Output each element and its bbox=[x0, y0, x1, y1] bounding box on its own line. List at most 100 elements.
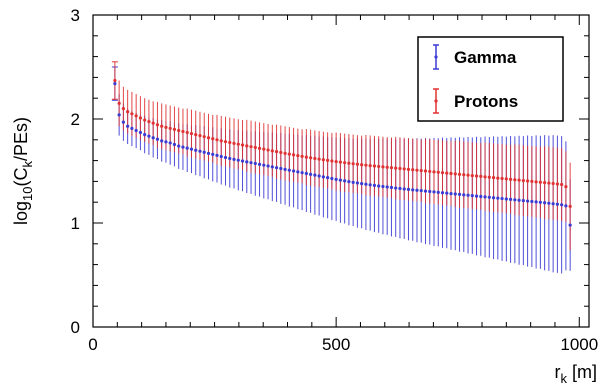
gamma-point bbox=[411, 188, 415, 192]
gamma-point bbox=[483, 195, 487, 199]
protons-point bbox=[257, 146, 262, 150]
protons-point bbox=[304, 155, 308, 159]
gamma-point bbox=[513, 198, 517, 202]
protons-point bbox=[291, 153, 296, 157]
gamma-point bbox=[568, 223, 572, 227]
protons-point bbox=[338, 160, 342, 164]
gamma-point bbox=[262, 163, 266, 167]
protons-point bbox=[343, 161, 347, 165]
gamma-point bbox=[330, 176, 334, 181]
gamma-point bbox=[347, 180, 351, 184]
gamma-point bbox=[551, 202, 555, 206]
protons-point bbox=[521, 178, 525, 183]
protons-point bbox=[253, 145, 257, 150]
protons-point bbox=[202, 135, 206, 139]
gamma-point bbox=[198, 149, 202, 153]
protons-point bbox=[270, 149, 274, 153]
gamma-point bbox=[215, 153, 219, 157]
protons-point bbox=[351, 162, 355, 166]
gamma-point bbox=[491, 196, 496, 200]
protons-point bbox=[155, 123, 160, 127]
protons-point bbox=[185, 130, 189, 135]
gamma-point bbox=[326, 176, 330, 180]
protons-point bbox=[228, 140, 232, 145]
gamma-point bbox=[436, 190, 440, 194]
legend-protons-marker bbox=[433, 88, 439, 114]
y-tick-label: 0 bbox=[71, 318, 80, 337]
gamma-point bbox=[560, 203, 564, 207]
gamma-point bbox=[257, 162, 262, 166]
gamma-point bbox=[206, 151, 211, 155]
legend: Gamma Protons bbox=[417, 36, 564, 122]
gamma-point bbox=[147, 134, 151, 138]
protons-point bbox=[232, 141, 236, 145]
gamma-point bbox=[249, 161, 253, 165]
gamma-point bbox=[389, 185, 394, 190]
protons-point bbox=[121, 107, 125, 111]
protons-point bbox=[385, 165, 389, 169]
gamma-point bbox=[466, 193, 470, 197]
protons-point bbox=[368, 163, 372, 168]
gamma-point bbox=[504, 197, 508, 201]
protons-point bbox=[538, 180, 542, 184]
protons-point bbox=[147, 120, 151, 124]
gamma-point bbox=[360, 181, 364, 186]
axis-ticks-layer bbox=[92, 14, 589, 328]
protons-point bbox=[449, 171, 453, 176]
gamma-point bbox=[117, 113, 121, 117]
y-tick-label: 1 bbox=[71, 214, 80, 233]
gamma-point bbox=[500, 196, 504, 201]
protons-point bbox=[321, 158, 325, 162]
legend-label-gamma: Gamma bbox=[454, 48, 517, 67]
protons-point bbox=[402, 167, 406, 171]
gamma-point bbox=[406, 187, 411, 192]
protons-point bbox=[113, 78, 117, 83]
gamma-point bbox=[526, 199, 530, 203]
gamma-point bbox=[113, 82, 117, 86]
protons-point bbox=[508, 177, 513, 181]
gamma-point bbox=[253, 161, 257, 166]
legend-gamma-marker bbox=[433, 44, 439, 70]
gamma-point bbox=[496, 196, 500, 200]
protons-point bbox=[436, 170, 440, 174]
gamma-point bbox=[538, 200, 542, 204]
protons-point bbox=[547, 181, 551, 185]
gamma-point bbox=[202, 150, 206, 154]
protons-point bbox=[462, 173, 466, 177]
gamma-point bbox=[172, 142, 177, 147]
gamma-point bbox=[462, 193, 466, 197]
gamma-point bbox=[287, 168, 291, 172]
protons-point bbox=[474, 174, 479, 178]
protons-point bbox=[406, 167, 411, 171]
gamma-point bbox=[130, 126, 134, 130]
protons-point bbox=[206, 136, 211, 140]
protons-point bbox=[517, 178, 521, 182]
protons-point bbox=[134, 114, 138, 118]
protons-point bbox=[198, 134, 202, 138]
plot-frame bbox=[92, 14, 590, 328]
protons-point bbox=[432, 170, 436, 174]
protons-point bbox=[440, 171, 445, 175]
y-tick-label: 2 bbox=[71, 110, 80, 129]
gamma-point bbox=[440, 191, 445, 195]
tick-labels-layer: 0 500 1000 0 1 2 3 bbox=[71, 6, 599, 354]
protons-point bbox=[419, 168, 423, 173]
gamma-point bbox=[283, 167, 287, 171]
protons-point bbox=[219, 139, 223, 143]
protons-point bbox=[568, 204, 572, 208]
gamma-point bbox=[300, 171, 304, 175]
protons-point bbox=[551, 181, 555, 186]
protons-point bbox=[364, 163, 368, 167]
gamma-point bbox=[138, 130, 143, 135]
protons-point bbox=[360, 163, 364, 167]
gamma-point bbox=[134, 128, 138, 133]
gamma-point bbox=[143, 133, 147, 137]
gamma-point bbox=[155, 137, 160, 141]
protons-point bbox=[313, 156, 317, 161]
data-points-layer bbox=[113, 78, 572, 227]
y-tick-label: 3 bbox=[71, 6, 80, 25]
gamma-point bbox=[402, 187, 406, 191]
protons-point bbox=[211, 137, 215, 141]
gamma-point bbox=[457, 192, 462, 196]
gamma-point bbox=[364, 182, 368, 186]
